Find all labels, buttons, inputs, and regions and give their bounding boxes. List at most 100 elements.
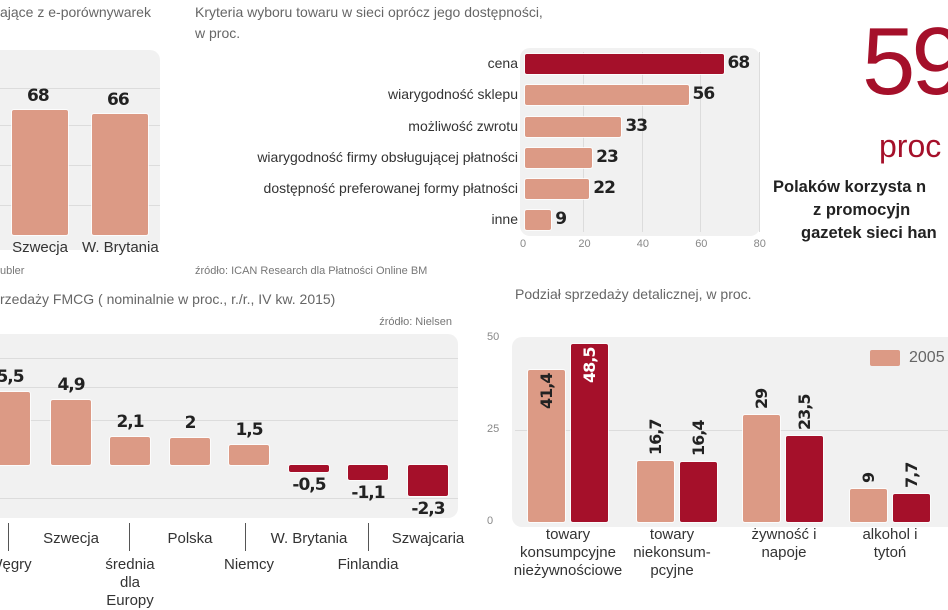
value-label: 9 [859,472,878,483]
bar [786,435,823,522]
bar [525,85,689,105]
bar [743,415,780,522]
gridline [0,88,160,89]
value-label: 33 [625,116,648,136]
bar [408,465,448,496]
gridline-vertical [758,52,760,232]
bar [850,488,887,522]
value-label: 68 [27,85,50,106]
value-label: 22 [593,178,616,198]
x-tick-label: 20 [578,238,591,250]
value-label: 4,9 [57,374,85,395]
category-label: wiarygodność firmy obsługującej płatnośc… [257,149,518,165]
category-label: Niemcy [223,556,274,573]
stat-number: 59 [862,8,948,115]
bar [170,438,210,465]
category-label: inne [491,211,518,227]
chart1-title: ające z e-porównywarek [0,4,151,20]
gridline [0,358,458,359]
gridline [515,430,948,431]
bar [348,465,388,480]
x-tick-label: 0 [520,238,527,250]
gridline [0,205,160,206]
value-label: 9 [555,209,567,229]
legend-swatch-2005 [870,350,900,366]
bar [525,54,724,74]
y-tick-label: 50 [487,331,500,343]
category-label: Węgry [0,556,32,573]
x-tick-label: 40 [636,238,650,250]
gridline [0,165,160,166]
x-tick-label: 60 [695,238,708,250]
chart4-title: Podział sprzedaży detalicznej, w proc. [515,286,752,302]
value-label: 41,4 [537,373,556,409]
bar [680,461,717,522]
stat-line: gazetek sieci han [801,224,937,242]
category-label: towary niekonsum-pcyjne [633,526,711,579]
category-separator [129,523,130,551]
value-label: 2 [184,413,197,434]
category-label: dostępność preferowanej formy płatności [263,180,518,196]
stat-line: Polaków korzysta n [773,178,927,196]
gridline [0,387,458,388]
value-label: 1,5 [235,420,263,441]
category-separator [8,523,9,551]
value-label: -2,3 [411,498,445,519]
category-label: żywność i napoje [751,526,817,561]
category-label: cena [487,55,518,71]
value-label: -1,1 [351,482,385,503]
y-tick-label: 25 [487,423,500,435]
value-label: 48,5 [580,347,599,383]
category-label: Szwajcaria [391,530,465,547]
bar [571,343,608,522]
bar [92,113,148,235]
x-tick-label: 80 [753,238,766,250]
gridline [0,125,160,126]
gridline-vertical [700,52,702,232]
value-label: 66 [107,89,130,110]
gridline [0,498,458,499]
bar [525,210,552,230]
category-label: Szwecja [43,530,99,547]
value-label: 16,4 [689,420,708,456]
value-label: 16,7 [646,419,665,455]
value-label: 56 [692,84,716,104]
category-label: W. Brytania [82,239,159,256]
y-tick-label: 0 [487,515,494,527]
bar [893,493,930,522]
category-label: Szwecja [12,239,68,256]
category-label: wiarygodność sklepu [388,86,518,102]
category-label: średnia dla Europy [105,556,155,609]
bar [0,391,30,465]
bar [525,117,622,137]
legend-label-2005: 2005 [909,349,945,366]
chart2-panel [520,48,760,236]
value-label: 29 [752,389,771,410]
category-separator [368,523,369,551]
chart3-source: źródło: Nielsen [379,316,452,328]
gridline-vertical [583,52,585,232]
category-label: możliwość zwrotu [408,118,518,134]
category-separator [245,523,246,551]
bar [289,465,329,472]
category-label: Polska [167,530,213,547]
gridline [0,420,458,421]
value-label: 23 [596,147,619,167]
value-label: -0,5 [292,474,326,495]
bar [525,179,590,199]
stat-unit: proc [879,128,942,164]
bar [525,148,593,168]
chart2-title: Kryteria wyboru towaru w sieci oprócz je… [195,4,543,20]
bar [110,437,150,465]
chart2-source: źródło: ICAN Research dla Płatności Onli… [195,265,428,277]
value-label: 5,5 [0,366,25,387]
gridline-vertical [641,52,643,232]
category-label: Finlandia [337,556,399,573]
bar [229,445,269,465]
bar [51,399,91,465]
category-label: alkohol i tytoń [862,526,918,561]
category-label: towary konsumpcyjne nieżywnościowe [513,526,623,579]
bar [528,369,565,522]
value-label: 2,1 [116,412,144,433]
value-label: 23,5 [795,394,814,430]
